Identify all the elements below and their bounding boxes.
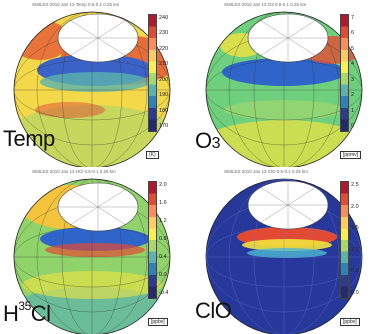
colorbar-ticks: 7 6 5 4 3 2 1 0 (351, 14, 373, 130)
globe-map (205, 178, 363, 334)
colorbar (148, 14, 157, 132)
panel-clo: SMILES 2010 Jan 13 ClO 0.5-0.1 0.25 km C… (192, 167, 384, 334)
colorbar-tick-label: 220 (159, 45, 169, 52)
colorbar-tick-label: 2 (351, 92, 355, 99)
colorbar-tick-label: 180 (159, 107, 169, 114)
colorbar-tick-label: 2.0 (351, 203, 359, 210)
colorbar (340, 14, 349, 132)
colorbar-tick-label: 2.5 (351, 182, 359, 188)
panel-o3: SMILES 2010 Jan 13 O3 0.5-0.1 0.25 km O3… (192, 0, 384, 167)
panel-header: SMILES 2010 Jan 13 HCl 0.5-0.1 0.25 km (32, 169, 116, 174)
label-isotope: 35 (18, 299, 31, 313)
panel-label: O3 (195, 128, 221, 153)
colorbar-ticks: 240 230 220 210 200 190 180 170 (159, 14, 181, 130)
colorbar-tick-label: 1.5 (351, 225, 359, 232)
panel-label: Temp (3, 126, 55, 151)
panel-label: ClO (195, 298, 232, 323)
colorbar-tick-label: 4 (351, 61, 355, 68)
colorbar-tick-label: 1.2 (159, 218, 167, 224)
panel-header: SMILES 2010 Jan 13 ClO 0.5-0.1 0.25 km (224, 169, 309, 174)
colorbar-tick-label: 5 (351, 45, 355, 52)
globe-map (13, 178, 171, 334)
panel-label-sub: 3 (211, 135, 221, 152)
panel-header: SMILES 2010 Jan 13 Temp 0.5-0.1 0.25 km (32, 2, 120, 7)
colorbar (340, 181, 349, 299)
colorbar-tick-label: 230 (159, 30, 169, 37)
globe-map (205, 11, 363, 167)
colorbar (148, 181, 157, 299)
label-main: H (3, 301, 19, 326)
colorbar-tick-label: 2.0 (159, 182, 167, 188)
panel-label: H35Cl (3, 299, 51, 327)
colorbar-tick-label: 240 (159, 15, 169, 21)
colorbar-tick-label: 0.0 (351, 290, 359, 296)
colorbar-tick-label: 0.8 (159, 236, 167, 242)
unit-label: [ppmv] (340, 151, 362, 159)
colorbar-ticks: 2.0 1.6 1.2 0.8 0.4 0.0 -0.4 (159, 181, 181, 297)
colorbar-tick-label: 7 (351, 15, 355, 21)
colorbar-tick-label: 1.0 (351, 246, 359, 253)
colorbar-tick-label: 200 (159, 76, 169, 83)
panel-temp: SMILES 2010 Jan 13 Temp 0.5-0.1 0.25 km … (0, 0, 192, 167)
panel-h35cl: SMILES 2010 Jan 13 HCl 0.5-0.1 0.25 km H… (0, 167, 192, 334)
colorbar-tick-label: 0 (351, 123, 355, 129)
unit-label: (K) (146, 151, 159, 159)
colorbar-tick-label: 1.6 (159, 200, 167, 206)
unit-label: [ppbv] (148, 318, 168, 326)
colorbar-ticks: 2.5 2.0 1.5 1.0 0.5 0.0 (351, 181, 373, 297)
panel-header: SMILES 2010 Jan 13 O3 0.5-0.1 0.25 km (224, 2, 307, 7)
colorbar-tick-label: 190 (159, 92, 169, 99)
colorbar-tick-label: 6 (351, 30, 355, 37)
colorbar-tick-label: -0.4 (159, 290, 169, 296)
colorbar-tick-label: 0.4 (159, 254, 167, 260)
unit-label: [ppbv] (340, 318, 360, 326)
colorbar-tick-label: 170 (159, 123, 169, 129)
colorbar-tick-label: 0.5 (351, 268, 359, 275)
colorbar-tick-label: 210 (159, 61, 169, 68)
colorbar-tick-label: 1 (351, 107, 355, 114)
label-rest: Cl (30, 301, 51, 326)
colorbar-tick-label: 0.0 (159, 272, 167, 278)
colorbar-tick-label: 3 (351, 76, 355, 83)
